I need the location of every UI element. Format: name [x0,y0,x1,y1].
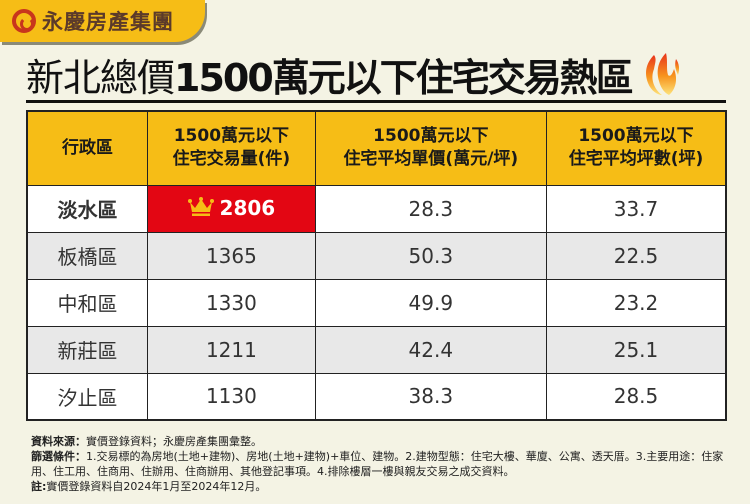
volume-cell: 1330 [147,278,316,327]
header-volume: 1500萬元以下 住宅交易量(件) [147,110,316,186]
avg-ping-cell: 23.2 [545,278,727,327]
header-unit-price: 1500萬元以下 住宅平均單價(萬元/坪) [314,110,547,186]
header-district: 行政區 [26,110,149,186]
header-avg-ping: 1500萬元以下 住宅平均坪數(坪) [545,110,727,186]
flame-icon [640,51,680,97]
avg-ping-cell: 33.7 [545,184,727,233]
source-note: 資料來源：實價登錄資料；永慶房產集團彙整。 [31,435,262,448]
brand-header: 永慶房產集團 [0,0,205,42]
transaction-table: 行政區 1500萬元以下 住宅交易量(件) 1500萬元以下 住宅平均單價(萬元… [26,110,727,421]
page-title: 新北總價 1500萬元以下住宅交易熱區 [26,50,726,100]
title-prefix: 新北總價 [26,55,175,100]
table-row: 中和區 1330 49.9 23.2 [26,278,727,327]
volume-cell-top: 2806 [147,184,316,233]
district-cell: 新莊區 [26,325,149,374]
yungching-logo-icon [12,9,36,33]
table-row: 淡水區 2806 28.3 33.7 [26,184,727,233]
unit-price-cell: 42.4 [314,325,547,374]
unit-price-cell: 28.3 [314,184,547,233]
unit-price-cell: 50.3 [314,231,547,280]
district-cell: 板橋區 [26,231,149,280]
unit-price-cell: 38.3 [314,372,547,421]
brand-name: 永慶房產集團 [42,10,174,34]
filter-note: 篩選條件：1.交易標的為房地(土地+建物)、房地(土地+建物)+車位、建物。2.… [31,450,724,478]
footnotes: 資料來源：實價登錄資料；永慶房產集團彙整。 篩選條件：1.交易標的為房地(土地+… [31,434,731,494]
volume-cell: 1130 [147,372,316,421]
volume-value: 2806 [219,195,276,220]
table-row: 板橋區 1365 50.3 22.5 [26,231,727,280]
volume-cell: 1211 [147,325,316,374]
title-main: 1500萬元以下住宅交易熱區 [174,55,634,100]
title-divider [26,100,726,103]
avg-ping-cell: 28.5 [545,372,727,421]
district-cell: 中和區 [26,278,149,327]
table-header-row: 行政區 1500萬元以下 住宅交易量(件) 1500萬元以下 住宅平均單價(萬元… [26,110,727,186]
unit-price-cell: 49.9 [314,278,547,327]
table-row: 汐止區 1130 38.3 28.5 [26,372,727,421]
avg-ping-cell: 25.1 [545,325,727,374]
crown-icon [187,196,214,222]
avg-ping-cell: 22.5 [545,231,727,280]
table-row: 新莊區 1211 42.4 25.1 [26,325,727,374]
period-note: 註:實價登錄資料自2024年1月至2024年12月。 [31,480,267,493]
volume-cell: 1365 [147,231,316,280]
district-cell: 汐止區 [26,372,149,421]
district-cell: 淡水區 [26,184,149,233]
